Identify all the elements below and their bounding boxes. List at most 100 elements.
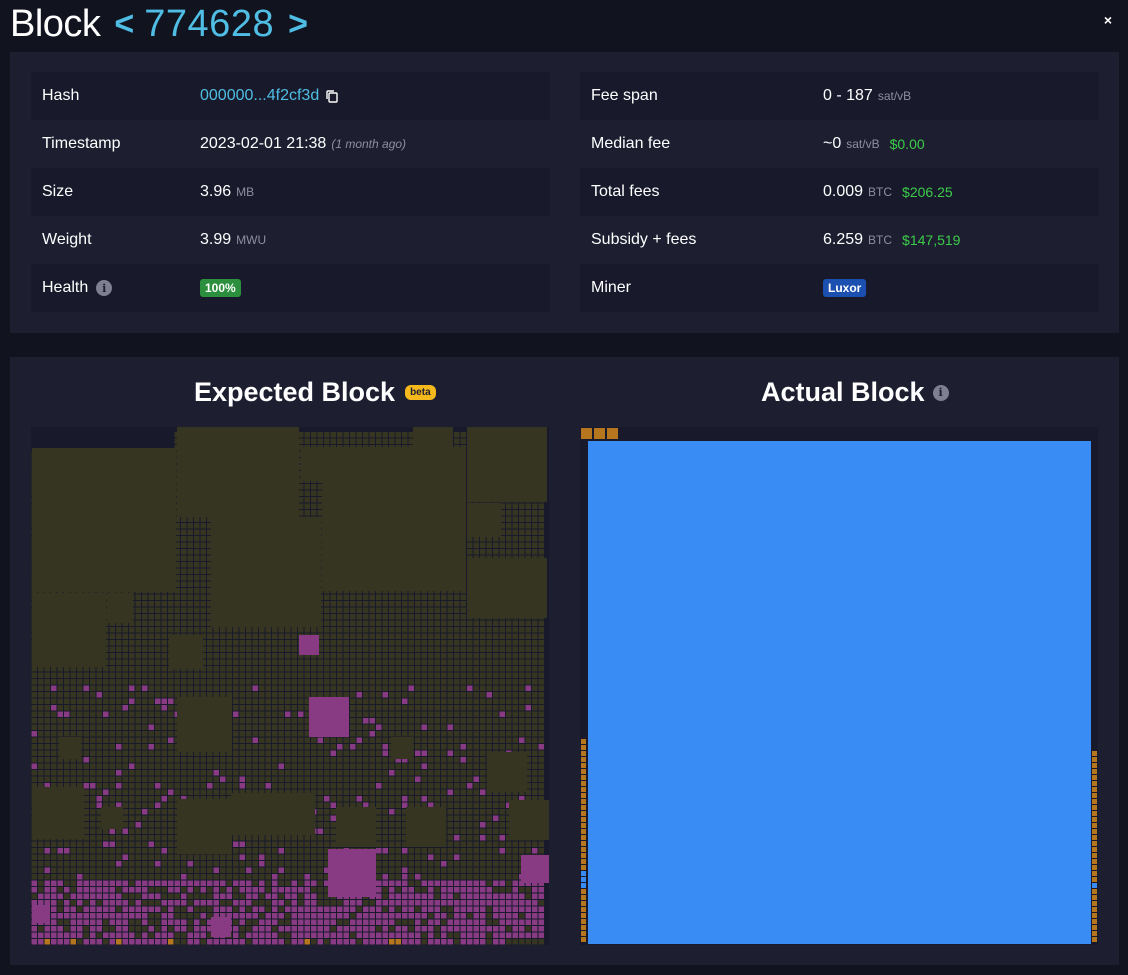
transaction-square[interactable]	[142, 913, 148, 919]
transaction-square[interactable]	[460, 867, 467, 874]
transaction-square[interactable]	[538, 887, 545, 893]
transaction-square[interactable]	[389, 776, 395, 783]
transaction-square[interactable]	[402, 867, 408, 874]
transaction-square[interactable]	[239, 724, 246, 731]
transaction-square[interactable]	[207, 581, 213, 588]
transaction-square[interactable]	[213, 906, 220, 913]
transaction-square[interactable]	[350, 932, 356, 939]
transaction-square[interactable]	[83, 744, 90, 750]
transaction-square[interactable]	[83, 705, 90, 711]
transaction-square[interactable]	[363, 672, 369, 679]
transaction-square[interactable]	[239, 848, 246, 854]
transaction-square[interactable]	[200, 633, 207, 640]
transaction-square[interactable]	[499, 620, 506, 627]
transaction-square[interactable]	[103, 835, 109, 841]
transaction-square[interactable]	[77, 939, 83, 945]
transaction-square[interactable]	[142, 880, 148, 887]
transaction-square[interactable]	[473, 867, 480, 874]
transaction-square[interactable]	[421, 906, 428, 913]
transaction-square[interactable]	[447, 893, 454, 900]
transaction-square[interactable]	[389, 783, 395, 789]
transaction-square[interactable]	[493, 731, 499, 737]
transaction-square[interactable]	[389, 711, 395, 718]
transaction-square[interactable]	[38, 698, 44, 705]
transaction-square[interactable]	[369, 711, 376, 718]
transaction-square[interactable]	[447, 698, 454, 705]
transaction-square[interactable]	[103, 893, 109, 900]
transaction-square[interactable]	[447, 724, 454, 731]
transaction-square[interactable]	[395, 789, 402, 796]
transaction-square[interactable]	[402, 835, 408, 841]
transaction-square[interactable]	[168, 802, 174, 809]
transaction-square[interactable]	[460, 887, 467, 893]
transaction-square[interactable]	[213, 783, 220, 789]
transaction-square[interactable]	[447, 835, 454, 841]
transaction-square[interactable]	[51, 861, 57, 867]
transaction-square[interactable]	[116, 893, 122, 900]
transaction-square[interactable]	[415, 939, 421, 945]
transaction-square[interactable]	[330, 757, 337, 763]
transaction-square[interactable]	[285, 880, 291, 887]
transaction-square[interactable]	[389, 666, 395, 672]
transaction-square[interactable]	[324, 646, 330, 653]
transaction-square[interactable]	[135, 835, 142, 841]
transaction-square[interactable]	[148, 874, 155, 880]
transaction-square[interactable]	[181, 939, 187, 945]
transaction-square[interactable]	[291, 932, 298, 939]
transaction-square[interactable]	[493, 919, 499, 926]
transaction-square[interactable]	[129, 770, 135, 776]
transaction-square[interactable]	[213, 659, 220, 666]
transaction-square[interactable]	[148, 815, 155, 822]
transaction-square[interactable]	[155, 750, 161, 757]
transaction-square[interactable]	[194, 926, 200, 932]
transaction-square[interactable]	[168, 724, 174, 731]
transaction-square[interactable]	[155, 640, 161, 646]
transaction-square[interactable]	[343, 672, 350, 679]
transaction-square[interactable]	[434, 796, 441, 802]
transaction-square[interactable]	[408, 633, 415, 640]
transaction-square[interactable]	[116, 835, 122, 841]
transaction-square[interactable]	[382, 633, 389, 640]
transaction-square[interactable]	[363, 646, 369, 653]
transaction-square[interactable]	[64, 718, 70, 724]
transaction-square[interactable]	[187, 757, 194, 763]
transaction-square[interactable]	[142, 926, 148, 932]
transaction-square[interactable]	[324, 737, 330, 744]
transaction-square[interactable]	[395, 666, 402, 672]
transaction-square[interactable]	[155, 698, 161, 705]
transaction-square[interactable]	[454, 750, 460, 757]
transaction-square[interactable]	[519, 737, 525, 744]
transaction-square[interactable]	[395, 854, 402, 861]
transaction-square[interactable]	[460, 744, 467, 750]
transaction-square[interactable]	[467, 867, 473, 874]
transaction-square[interactable]	[311, 913, 317, 919]
transaction-square[interactable]	[317, 646, 324, 653]
transaction-square[interactable]	[181, 620, 187, 627]
transaction-square[interactable]	[168, 718, 174, 724]
transaction-square[interactable]	[441, 731, 447, 737]
transaction-square[interactable]	[246, 913, 252, 919]
transaction-square[interactable]	[259, 932, 265, 939]
transaction-square[interactable]	[506, 731, 512, 737]
transaction-square[interactable]	[525, 627, 532, 633]
transaction-square[interactable]	[265, 783, 272, 789]
transaction-square[interactable]	[155, 731, 161, 737]
transaction-square[interactable]	[90, 822, 96, 828]
transaction-square[interactable]	[83, 750, 90, 757]
transaction-square[interactable]	[116, 679, 122, 685]
transaction-square[interactable]	[408, 672, 415, 679]
transaction-square[interactable]	[389, 880, 395, 887]
transaction-square[interactable]	[233, 900, 239, 906]
transaction-square[interactable]	[83, 861, 90, 867]
transaction-square[interactable]	[291, 698, 298, 705]
transaction-square[interactable]	[441, 607, 447, 614]
transaction-square[interactable]	[408, 711, 415, 718]
transaction-square[interactable]	[506, 802, 512, 809]
transaction-square[interactable]	[532, 633, 538, 640]
transaction-square[interactable]	[77, 867, 83, 874]
transaction-square[interactable]	[38, 718, 44, 724]
transaction-square[interactable]	[499, 854, 506, 861]
transaction-square[interactable]	[441, 724, 447, 731]
transaction-square[interactable]	[337, 601, 343, 607]
transaction-square[interactable]	[480, 724, 486, 731]
